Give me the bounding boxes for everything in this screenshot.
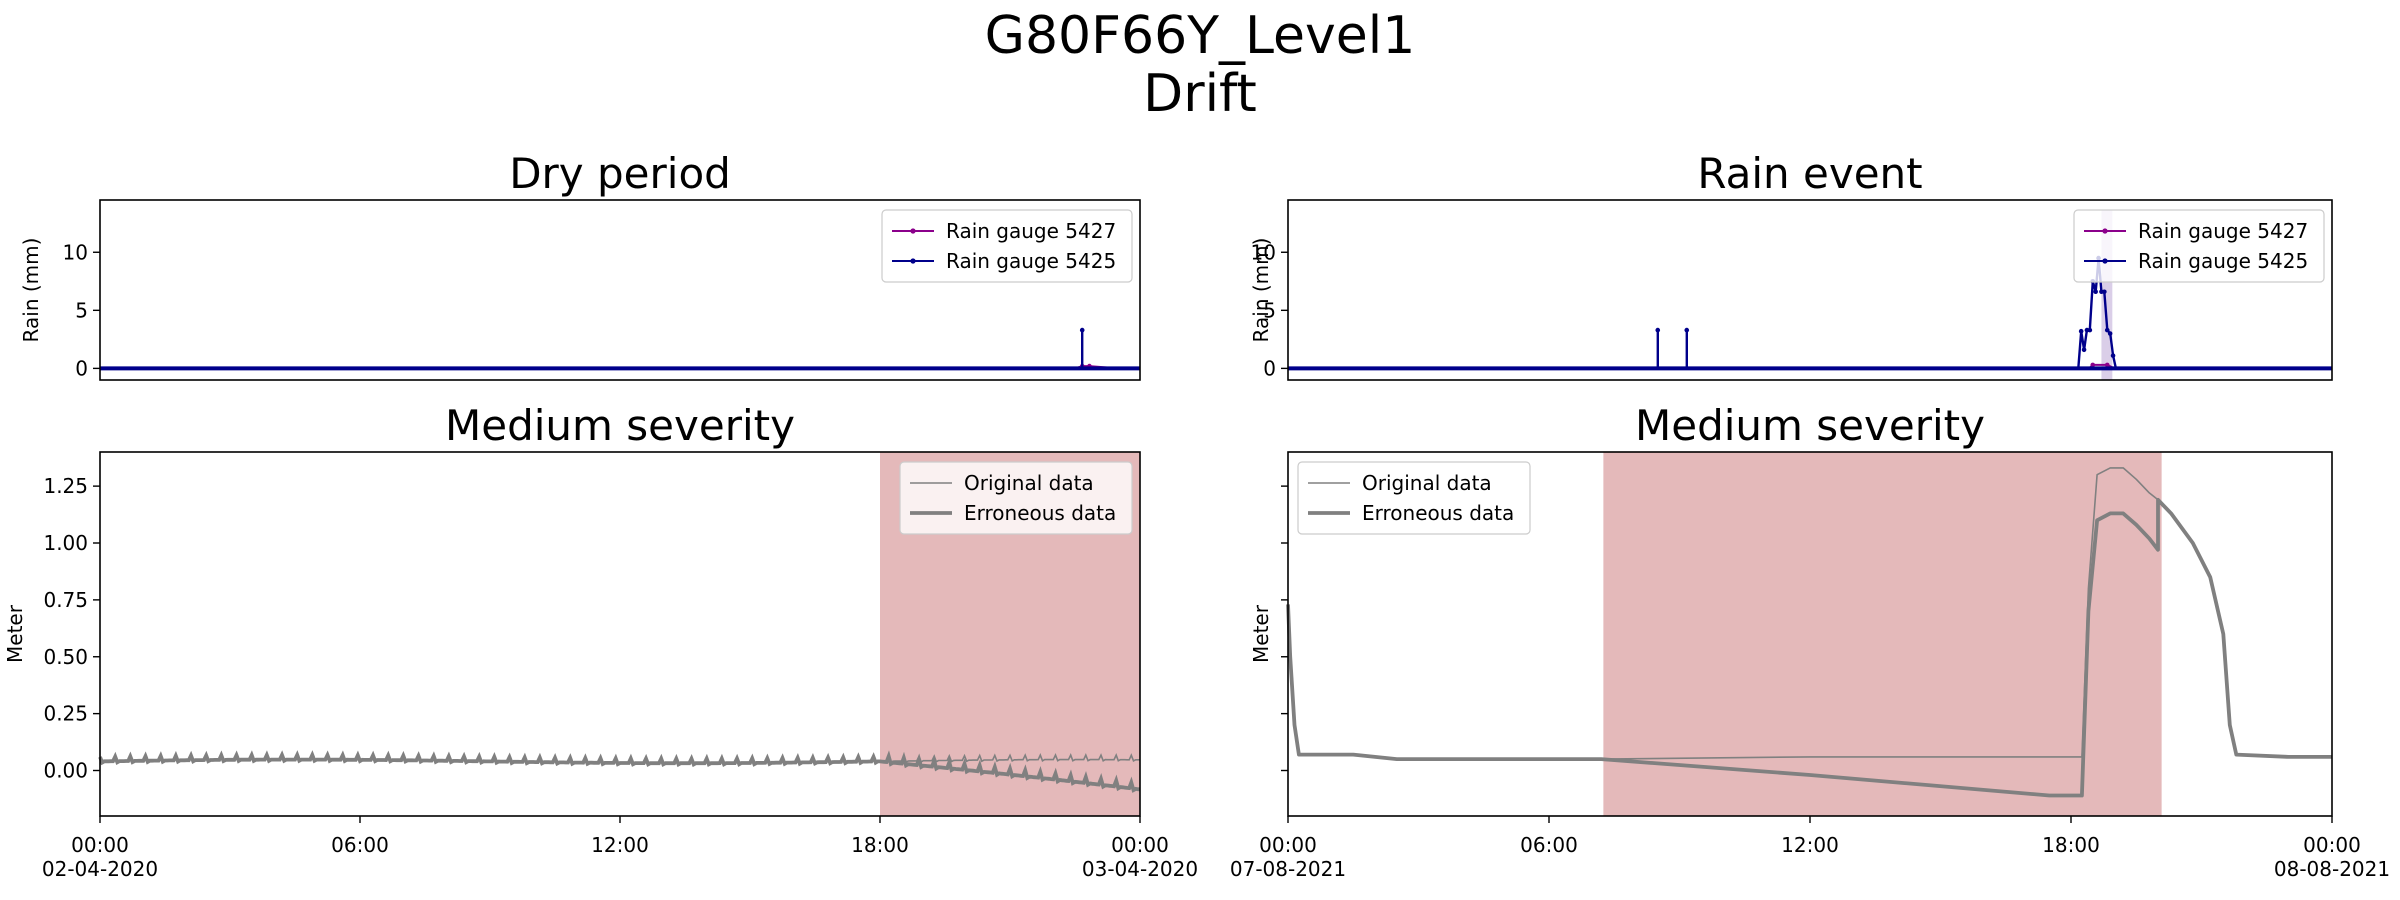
panel-dry-period-rain: Dry period Rain (mm) 0 5 10 Rain gauge 5427 Ra… [19,149,1141,381]
x-tick-label: 00:00 [71,833,129,857]
figure-title-line1: G80F66Y_Level1 [984,6,1416,66]
axes-frame [1287,199,2333,381]
legend-label: Rain gauge 5425 [946,249,1116,273]
legend-box [1297,461,1531,535]
y-axis-label: Meter [1249,604,1273,663]
legend-box [2073,209,2325,283]
legend-marker [2102,258,2108,264]
legend-label: Rain gauge 5425 [2138,249,2308,273]
y-tick-label: 0.00 [43,759,88,783]
x-tick-label: 00:00 [2303,833,2361,857]
x-end-date-label: 03-04-2020 [1082,857,1198,881]
y-tick-label: 10 [1251,240,1276,264]
x-tick-label: 18:00 [851,833,909,857]
subplot-title: Rain event [1697,149,1922,198]
series-line-rain-gauge-5425 [100,330,1140,370]
data-point-rain-gauge-5427 [2090,362,2096,368]
panel-rain-event-rain: Rain event Rain (mm) 0 5 10 Rain gauge 5427 Ra… [1249,149,2333,381]
x-tick-label: 00:00 [1111,833,1169,857]
axes-frame [99,199,1141,381]
data-point-rain-gauge-5425 [2110,353,2116,358]
y-tick-label: 0.25 [43,702,88,726]
legend-label: Rain gauge 5427 [2138,219,2308,243]
figure-title-line2: Drift [1143,64,1257,124]
data-point-rain-gauge-5425 [2107,331,2113,336]
data-point-rain-gauge-5425 [2104,327,2110,333]
x-tick-label: 12:00 [1781,833,1839,857]
legend-label: Erroneous data [964,501,1116,525]
data-point-rain-gauge-5425 [1684,327,1690,333]
x-tick-label: 06:00 [1520,833,1578,857]
x-tick-label: 06:00 [331,833,389,857]
subplot-title: Medium severity [1635,401,1985,450]
legend-label: Erroneous data [1362,501,1514,525]
y-axis-label: Rain (mm) [1249,238,1273,343]
x-start-date-label: 07-08-2021 [1230,857,1346,881]
data-point-rain-gauge-5425 [1079,327,1085,333]
panel-dry-period-level: Medium severity Meter 0.00 0.25 0.50 0.75 1.00… [3,401,1198,881]
legend-marker [2102,228,2108,234]
y-tick-label: 0 [75,356,88,380]
legend-label: Rain gauge 5427 [946,219,1116,243]
data-point-rain-gauge-5425 [2078,328,2084,334]
data-point-rain-gauge-5425 [2081,347,2087,353]
data-point-rain-gauge-5425 [2087,327,2093,333]
series-line-erroneous-data [1286,497,2332,798]
data-point-rain-gauge-5425 [2102,289,2107,295]
data-point-rain-gauge-5425 [1655,327,1661,333]
panel-rain-event-level: Medium severity Meter 00:00 06:00 12:00 18:00… [1230,401,2390,881]
subplot-title: Dry period [509,149,731,198]
y-tick-label: 0 [1263,356,1276,380]
y-tick-label: 5 [1263,298,1276,322]
legend-marker [910,228,916,234]
rain-peak-highlight [2101,210,2113,380]
data-point-rain-gauge-5425 [2093,289,2098,295]
x-tick-label: 00:00 [1259,833,1317,857]
y-tick-label: 1.00 [43,531,88,555]
x-start-date-label: 02-04-2020 [42,857,158,881]
y-tick-label: 0.75 [43,588,88,612]
y-axis-label: Meter [3,604,27,663]
y-axis-label: Rain (mm) [19,238,43,343]
subplot-title: Medium severity [445,401,795,450]
y-tick-label: 5 [75,298,88,322]
y-tick-label: 0.50 [43,645,88,669]
y-tick-label: 1.25 [43,474,88,498]
legend-label: Original data [964,471,1094,495]
x-end-date-label: 08-08-2021 [2274,857,2390,881]
data-point-rain-gauge-5427 [2104,362,2110,368]
legend-label: Original data [1362,471,1492,495]
legend-marker [910,258,916,264]
legend-box [881,209,1133,283]
series-line-erroneous-data [98,750,1141,793]
x-tick-label: 12:00 [591,833,649,857]
error-period-highlight [1603,452,2162,816]
x-tick-label: 18:00 [2042,833,2100,857]
y-tick-label: 10 [63,240,88,264]
legend-box [899,461,1133,535]
